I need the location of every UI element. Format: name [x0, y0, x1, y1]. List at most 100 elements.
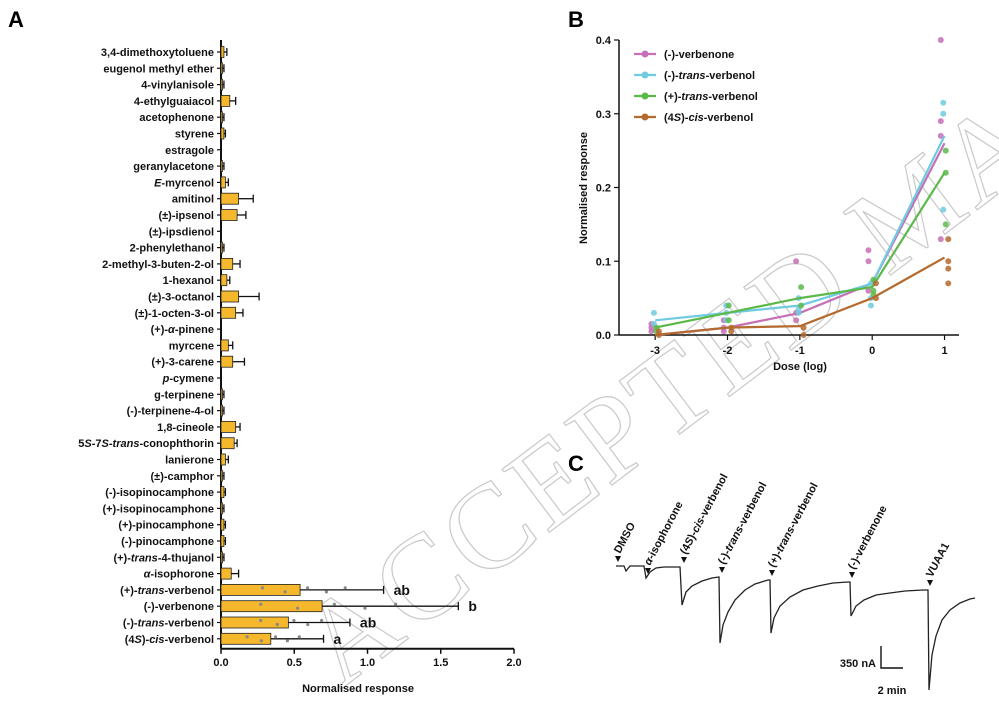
current-trace: [616, 565, 976, 691]
bar: [220, 290, 239, 303]
bar-category-label: estragole: [165, 145, 214, 157]
bar: [220, 388, 223, 401]
significance-letter: ab: [360, 615, 376, 631]
line-chart-y-tick-label: 0.3: [596, 109, 611, 121]
bar: [220, 355, 234, 368]
bar-category-label: acetophenone: [139, 112, 214, 124]
dose-data-point: [945, 265, 952, 272]
bar-chart-x-tick-label: 1.0: [360, 657, 375, 669]
dose-data-point: [937, 118, 944, 125]
dose-data-point: [865, 287, 872, 294]
data-point: [285, 639, 290, 643]
stimulus-label: α-isophorone: [642, 500, 686, 568]
legend-swatch-marker: [641, 71, 649, 79]
bar-category-label: (±)-ipsdienol: [149, 226, 214, 238]
watermark: ACCEPTED MANUSCRIPT: [275, 0, 999, 702]
bar-category-label: 2-phenylethanol: [130, 243, 214, 255]
data-point: [343, 586, 347, 590]
bar-category-label: (4S)-cis-verbenol: [125, 634, 214, 646]
series-line: [654, 172, 946, 329]
bar-chart-x-tick-label: 0.5: [287, 657, 302, 669]
significance-letter: ab: [394, 582, 410, 598]
bar-category-label: 4-vinylanisole: [141, 80, 214, 92]
bar: [220, 95, 231, 107]
bar-category-label: (+)-α-pinene: [151, 324, 214, 336]
legend-swatch-marker: [641, 92, 649, 100]
bar: [220, 453, 226, 466]
data-point: [306, 586, 310, 590]
dose-data-point: [655, 328, 662, 335]
bar-category-label: (-)-verbenone: [144, 601, 214, 613]
dose-data-point: [945, 236, 952, 243]
dose-data-point: [945, 280, 952, 287]
line-chart-x-tick-label: -2: [723, 345, 733, 357]
series-line: [655, 256, 946, 337]
bar: [220, 209, 238, 221]
bar: [220, 241, 223, 254]
bar-category-label: styrene: [175, 129, 214, 141]
line-chart-y-tick-label: 0.0: [596, 330, 611, 342]
line-chart-x-axis-title: Dose (log): [773, 361, 827, 373]
watermark-text: ACCEPTED MANUSCRIPT: [276, 0, 999, 702]
line-chart-y-axis-title: Normalised response: [578, 132, 590, 244]
scale-bar-time-label: 2 min: [878, 685, 907, 697]
bar-chart-x-tick-label: 2.0: [506, 657, 521, 669]
data-point: [297, 635, 301, 639]
bar-chart-x-tick-label: 1.5: [433, 657, 448, 669]
dose-response-chart: 0.0 0.1 0.2 0.3 0.4 -3 -2 -1 0 1 (-)-verbenone (-)-…: [596, 35, 959, 357]
dose-data-point: [870, 287, 877, 294]
scale-bar-lines: [880, 646, 903, 669]
bar-category-label: 4-ethylguaiacol: [134, 96, 214, 108]
dose-data-point: [940, 110, 947, 117]
scale-bar: 350 nA 2 min: [840, 646, 907, 697]
bar-category-label: (-)-terpinene-4-ol: [127, 406, 214, 418]
dose-data-point: [942, 221, 949, 228]
legend-label: (4S)-cis-verbenol: [664, 112, 753, 124]
bar-category-label: geranylacetone: [133, 161, 214, 173]
data-point: [260, 586, 265, 590]
panel-a: A 0.0 0.5 1.0 1.5 2.0 3,4-dimethoxytoluene eug…: [8, 7, 522, 695]
stimulus-marker-icon: [615, 556, 621, 562]
bar-category-label: (-)-trans-verbenol: [123, 618, 214, 630]
dose-data-point: [872, 280, 879, 287]
bar-category-label: (+)-3-carene: [151, 357, 214, 369]
stimulus-label: (+)-trans-verbenol: [766, 481, 821, 569]
bar-category-label: E-myrcenol: [154, 177, 214, 189]
stimulus-label: VUAA1: [924, 541, 952, 580]
stimulus-marker-icon: [769, 570, 775, 576]
stimulus-marker-icon: [719, 567, 725, 573]
legend-swatch-marker: [641, 113, 649, 121]
stimulus-label: (4S)-cis-verbenol: [678, 472, 731, 556]
data-point: [306, 622, 310, 627]
bar-category-label: (±)-3-octanol: [148, 292, 214, 304]
bar-chart-x-axis-title: Normalised response: [302, 683, 414, 695]
bar: [220, 437, 235, 450]
bar: [220, 584, 301, 596]
line-chart-x-tick-label: -1: [795, 345, 805, 357]
bar: [220, 502, 223, 515]
data-point: [292, 618, 296, 623]
bar: [220, 567, 232, 580]
bar: [220, 257, 234, 270]
line-chart-x-tick-label: 1: [941, 345, 947, 357]
legend-label: (-)-verbenone: [664, 49, 734, 61]
stimulus-marker-icon: [645, 568, 651, 574]
bar: [220, 404, 223, 417]
dose-data-point: [937, 37, 944, 43]
stimulus-label: DMSO: [612, 520, 638, 555]
bar-category-label: (+)-trans-4-thujanol: [113, 552, 214, 564]
line-chart-x-tick-label: 0: [869, 345, 875, 357]
bar-category-label: 3,4-dimethoxytoluene: [101, 47, 214, 59]
dose-data-point: [865, 258, 872, 265]
dose-data-point: [800, 332, 807, 338]
bar: [220, 127, 225, 140]
stimulus-label: (-)-trans-verbenol: [716, 480, 769, 566]
dose-data-point: [867, 302, 874, 309]
bar-category-label: amitinol: [172, 194, 214, 206]
bar: [220, 518, 225, 531]
bar-category-label: eugenol methyl ether: [103, 63, 214, 75]
data-point: [363, 606, 367, 610]
dose-data-point: [793, 317, 800, 324]
bar-chart: 0.0 0.5 1.0 1.5 2.0 3,4-dimethoxytoluene eugen…: [78, 40, 522, 669]
